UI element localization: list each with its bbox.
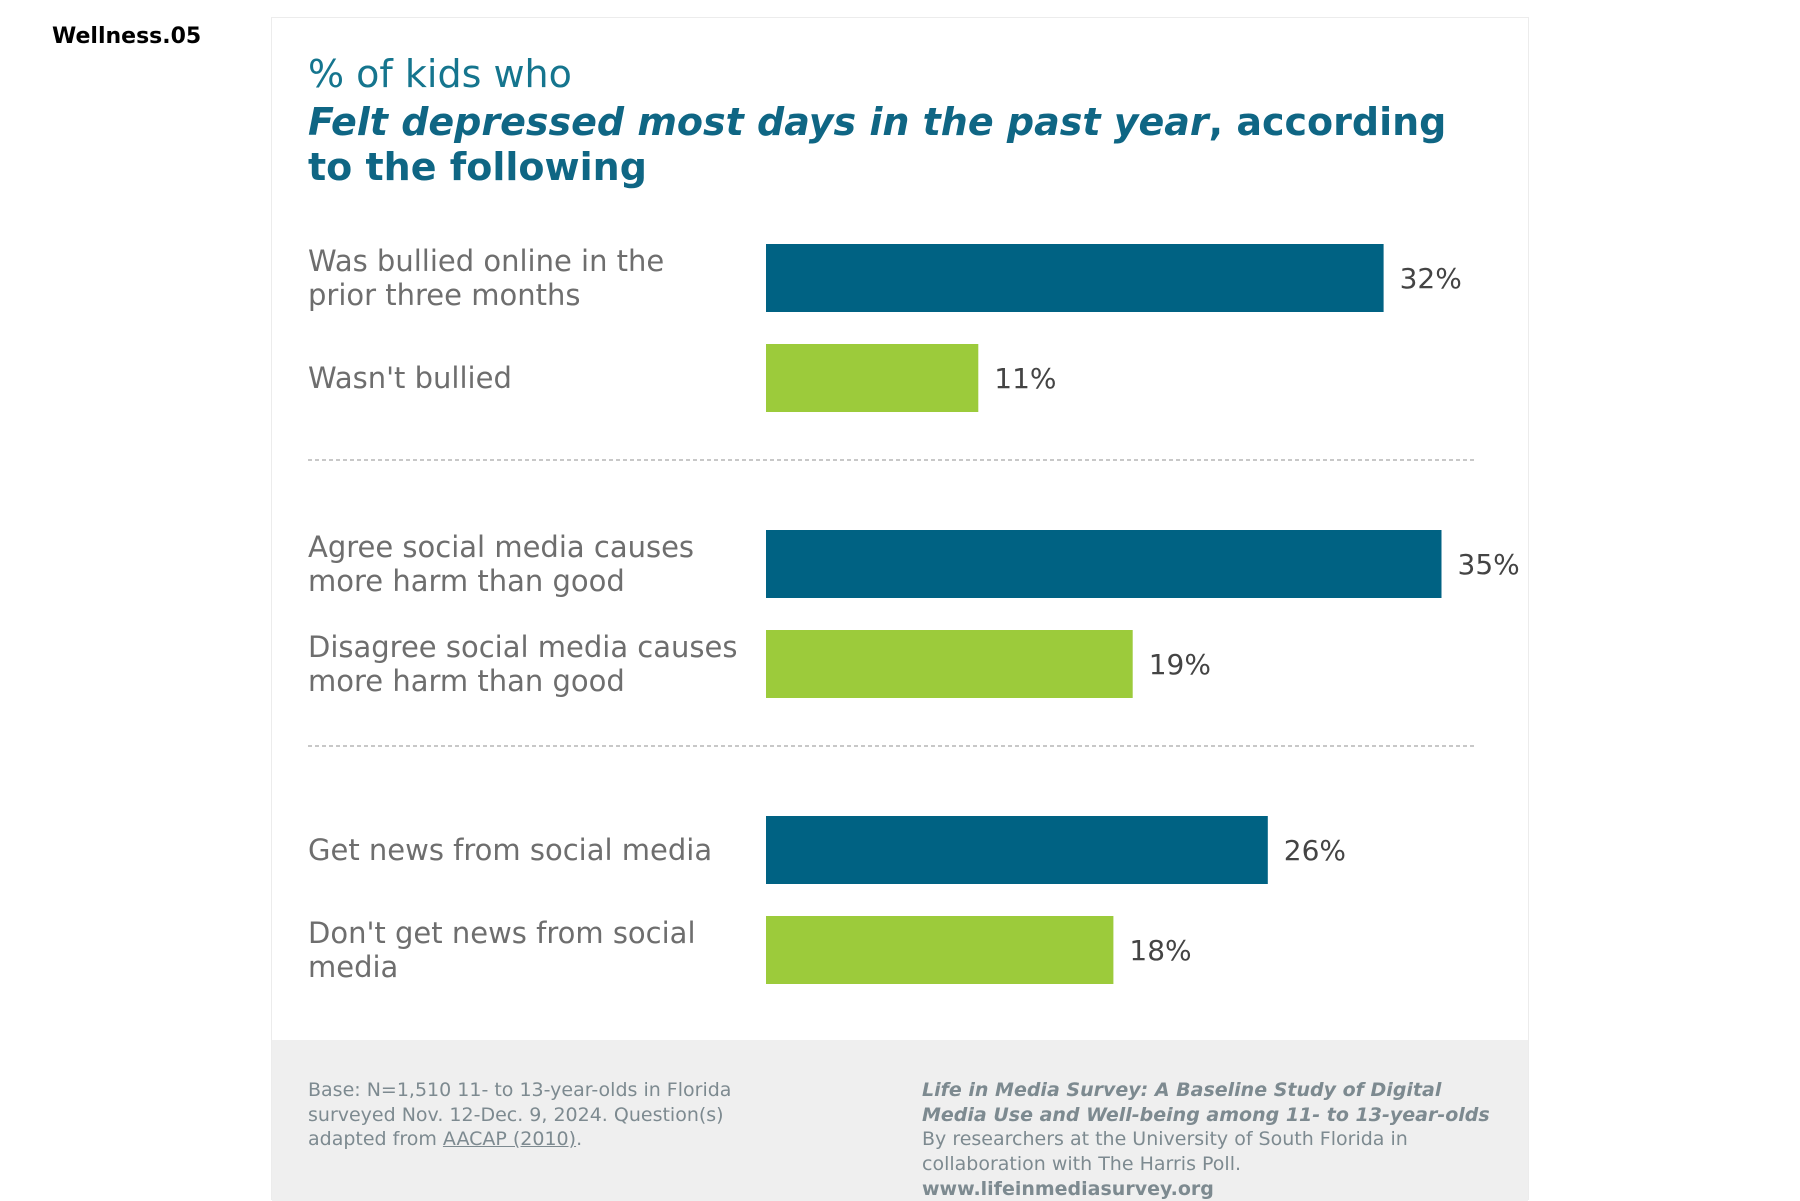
category-label: Agree social media causes more harm than … bbox=[308, 530, 694, 598]
study-title: Life in Media Survey: A Baseline Study o… bbox=[922, 1079, 1490, 1126]
survey-url[interactable]: www.lifeinmediasurvey.org bbox=[922, 1177, 1214, 1200]
base-text: Base: N=1,510 11- to 13-year-olds in Flo… bbox=[308, 1079, 732, 1151]
chart-header: % of kids who Felt depressed most days i… bbox=[308, 52, 1488, 191]
category-label: Get news from social media bbox=[308, 833, 712, 867]
footer: Base: N=1,510 11- to 13-year-olds in Flo… bbox=[272, 1040, 1528, 1201]
chart-title-emphasis: Felt depressed most days in the past yea… bbox=[308, 99, 1209, 144]
bar-chart: 32% Was bullied online in the prior three … bbox=[308, 244, 1520, 984]
bar-value-label: 19% bbox=[1149, 648, 1211, 681]
chart-card: % of kids who Felt depressed most days i… bbox=[271, 17, 1529, 1201]
bar-value-label: 26% bbox=[1284, 834, 1346, 867]
bar-value-label: 18% bbox=[1129, 934, 1191, 967]
category-label: Was bullied online in the prior three mon… bbox=[308, 244, 664, 312]
credit-text: By researchers at the University of Sout… bbox=[922, 1128, 1408, 1176]
base-end: . bbox=[576, 1128, 583, 1151]
bar bbox=[766, 816, 1268, 884]
category-label: Don't get news from social media bbox=[308, 916, 696, 984]
footer-credits: Life in Media Survey: A Baseline Study o… bbox=[922, 1078, 1512, 1201]
chart-title-rest: , according to the following bbox=[308, 99, 1447, 190]
bar-value-label: 32% bbox=[1400, 262, 1462, 295]
bar bbox=[766, 530, 1442, 598]
footer-base-note: Base: N=1,510 11- to 13-year-olds in Flo… bbox=[308, 1078, 768, 1152]
bar-value-label: 35% bbox=[1458, 548, 1520, 581]
bar bbox=[766, 916, 1114, 984]
bar bbox=[766, 344, 979, 412]
chart-title: Felt depressed most days in the past yea… bbox=[308, 100, 1488, 191]
chart-title-prefix: % of kids who bbox=[308, 52, 572, 96]
page-tag: Wellness.05 bbox=[52, 24, 202, 49]
bar-value-label: 11% bbox=[994, 362, 1056, 395]
bar bbox=[766, 244, 1384, 312]
bar bbox=[766, 630, 1133, 698]
category-label: Disagree social media causes more harm th… bbox=[308, 630, 737, 698]
category-label: Wasn't bullied bbox=[308, 361, 512, 395]
source-link[interactable]: AACAP (2010) bbox=[442, 1128, 577, 1151]
